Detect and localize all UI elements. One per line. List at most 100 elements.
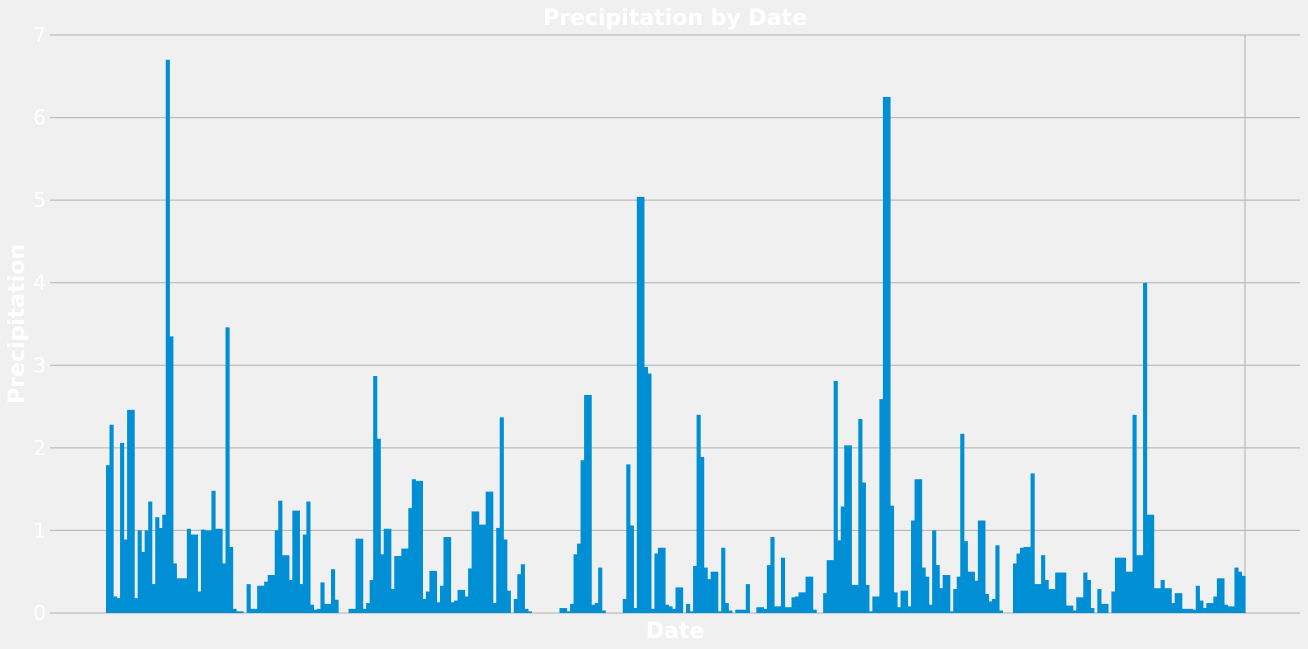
precipitation-bar: [380, 554, 385, 613]
precipitation-bar: [949, 611, 954, 613]
precipitation-bar: [661, 547, 666, 613]
precipitation-bar: [770, 537, 775, 613]
precipitation-bar: [809, 576, 814, 613]
precipitation-bar: [499, 417, 504, 613]
precipitation-bar: [1209, 603, 1214, 613]
precipitation-bar: [925, 576, 930, 613]
precipitation-bar: [847, 445, 852, 613]
precipitation-bar: [165, 59, 170, 613]
precipitation-bar: [1139, 555, 1144, 613]
precipitation-bar: [1167, 588, 1172, 613]
precipitation-bar: [1083, 572, 1088, 613]
precipitation-bar: [274, 530, 279, 613]
precipitation-bar: [918, 479, 923, 613]
precipitation-bar: [264, 581, 269, 613]
precipitation-bar: [1111, 591, 1116, 613]
precipitation-bar: [921, 567, 926, 613]
precipitation-bar: [271, 575, 276, 613]
precipitation-bar: [106, 465, 111, 613]
precipitation-bar: [893, 592, 898, 613]
precipitation-bar: [471, 511, 476, 613]
precipitation-bar: [527, 611, 532, 613]
precipitation-bar: [422, 598, 427, 613]
precipitation-bar: [1178, 593, 1183, 613]
precipitation-bar: [408, 508, 413, 613]
precipitation-bar: [904, 590, 909, 613]
precipitation-bar: [327, 603, 332, 613]
precipitation-bar: [172, 563, 177, 613]
precipitation-bar: [397, 556, 402, 613]
precipitation-bar: [991, 598, 997, 613]
precipitation-bar: [675, 587, 680, 613]
precipitation-bar: [1041, 555, 1046, 613]
precipitation-bar: [707, 579, 712, 613]
precipitation-bar: [791, 597, 796, 613]
precipitation-bar: [914, 479, 919, 613]
precipitation-bar: [299, 584, 304, 613]
precipitation-bar: [830, 560, 835, 613]
precipitation-bar: [323, 603, 329, 613]
y-tick-label: 5: [33, 188, 46, 212]
precipitation-bar: [411, 479, 416, 613]
precipitation-bar: [429, 570, 434, 613]
precipitation-bar: [907, 606, 912, 613]
y-tick-label: 1: [33, 518, 46, 542]
precipitation-bar: [461, 589, 466, 613]
precipitation-bar: [650, 608, 656, 613]
precipitation-bar: [376, 438, 381, 613]
y-tick-label: 3: [33, 353, 46, 377]
precipitation-bar: [193, 534, 199, 613]
precipitation-bar: [524, 608, 529, 613]
precipitation-bar: [1072, 610, 1077, 613]
precipitation-bar: [728, 610, 733, 613]
precipitation-bar: [563, 608, 568, 613]
precipitation-bar: [872, 596, 877, 613]
precipitation-bar: [960, 433, 965, 613]
precipitation-bar: [1241, 575, 1246, 613]
precipitation-bar: [773, 606, 779, 613]
precipitation-bar: [485, 491, 490, 613]
precipitation-bar: [211, 490, 216, 613]
precipitation-bar: [756, 607, 761, 613]
precipitation-bar: [197, 591, 202, 613]
precipitation-bar: [886, 96, 891, 614]
precipitation-bar: [1164, 588, 1169, 613]
precipitation-bar: [1223, 604, 1229, 613]
precipitation-bar: [496, 527, 501, 613]
precipitation-bar: [647, 373, 652, 613]
precipitation-bar: [573, 554, 578, 613]
precipitation-bar: [622, 598, 627, 613]
precipitation-bar: [1125, 571, 1130, 613]
precipitation-bar: [383, 528, 388, 613]
precipitation-bar: [373, 376, 378, 613]
precipitation-bar: [148, 501, 153, 613]
precipitation-bar: [1213, 596, 1218, 613]
precipitation-bar: [784, 607, 789, 613]
precipitation-bar: [506, 590, 511, 613]
precipitation-bar: [721, 547, 726, 613]
precipitation-bar: [700, 456, 705, 613]
precipitation-bar: [861, 482, 866, 613]
precipitation-bar: [1062, 572, 1067, 613]
precipitation-bar: [302, 534, 307, 613]
precipitation-bar: [214, 528, 220, 613]
precipitation-bar: [517, 574, 522, 613]
precipitation-bar: [766, 565, 772, 613]
precipitation-bar: [120, 442, 125, 613]
precipitation-bar: [668, 606, 673, 613]
precipitation-bar: [1121, 557, 1127, 613]
precipitation-bar: [257, 585, 262, 613]
precipitation-bar: [113, 596, 118, 613]
precipitation-bar: [225, 327, 230, 613]
precipitation-bar: [229, 546, 234, 613]
precipitation-bar: [1237, 571, 1243, 613]
precipitation-bar: [1157, 588, 1162, 613]
precipitation-bar: [889, 505, 895, 613]
precipitation-bar: [1230, 606, 1236, 613]
precipitation-bar: [953, 589, 958, 613]
precipitation-bar: [703, 567, 708, 613]
precipitation-bar: [309, 604, 315, 613]
precipitation-bar: [1202, 608, 1207, 613]
bar-layer: [106, 59, 1246, 614]
precipitation-bar: [109, 424, 114, 613]
